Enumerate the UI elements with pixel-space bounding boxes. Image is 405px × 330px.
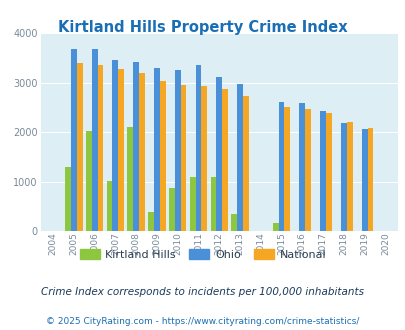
Bar [118,69,124,231]
Bar [367,128,373,231]
Bar [237,84,242,231]
Bar [222,89,227,231]
Bar [272,223,278,231]
Text: © 2025 CityRating.com - https://www.cityrating.com/crime-statistics/: © 2025 CityRating.com - https://www.city… [46,317,359,326]
Bar [305,109,310,231]
Bar [210,177,216,231]
Bar [201,86,207,231]
Bar [97,65,103,231]
Bar [195,65,201,231]
Bar [278,102,284,231]
Bar [168,188,175,231]
Bar [65,167,71,231]
Legend: Kirtland Hills, Ohio, National: Kirtland Hills, Ohio, National [75,245,330,264]
Bar [216,77,222,231]
Bar [175,70,180,231]
Bar [86,131,92,231]
Bar [189,177,195,231]
Bar [112,60,118,231]
Bar [71,50,77,231]
Bar [133,62,139,231]
Bar [340,123,346,231]
Bar [325,113,331,231]
Bar [153,68,160,231]
Text: Kirtland Hills Property Crime Index: Kirtland Hills Property Crime Index [58,20,347,35]
Bar [92,50,97,231]
Bar [139,73,145,231]
Bar [298,103,305,231]
Bar [77,63,82,231]
Bar [148,212,153,231]
Bar [180,85,186,231]
Bar [127,127,133,231]
Bar [242,96,248,231]
Bar [346,122,352,231]
Bar [284,107,290,231]
Bar [231,214,237,231]
Bar [320,111,325,231]
Bar [160,81,165,231]
Bar [361,129,367,231]
Bar [107,181,112,231]
Text: Crime Index corresponds to incidents per 100,000 inhabitants: Crime Index corresponds to incidents per… [41,287,364,297]
